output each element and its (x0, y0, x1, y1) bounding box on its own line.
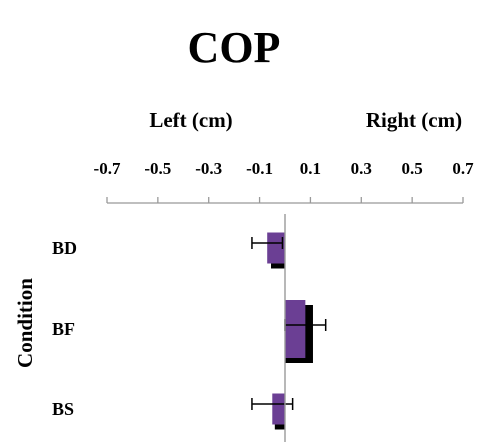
bar-BF (285, 300, 306, 358)
category-label: BF (52, 319, 75, 339)
category-label: BS (52, 399, 74, 419)
x-tick-label: 0.1 (300, 159, 321, 178)
x-axis (106, 197, 464, 204)
x-tick-label: -0.1 (246, 159, 273, 178)
x-tick-label: -0.7 (94, 159, 121, 178)
x-tick-label: -0.3 (195, 159, 222, 178)
left-direction-label: Left (cm) (149, 108, 232, 132)
y-axis-label: Condition (13, 278, 37, 368)
category-label: BD (52, 238, 77, 258)
bar-BS (272, 393, 285, 425)
bar-BD (267, 232, 285, 264)
x-tick-label: 0.5 (402, 159, 423, 178)
x-tick-label: -0.5 (144, 159, 171, 178)
chart-title: COP (188, 23, 281, 72)
right-direction-label: Right (cm) (366, 108, 462, 132)
x-tick-labels: -0.7 -0.5 -0.3 -0.1 0.1 0.3 0.5 0.7 (94, 159, 475, 178)
category-labels: BD BF BS (52, 238, 77, 419)
x-tick-label: 0.7 (452, 159, 474, 178)
bars-layer (251, 214, 327, 442)
x-tick-label: 0.3 (351, 159, 372, 178)
